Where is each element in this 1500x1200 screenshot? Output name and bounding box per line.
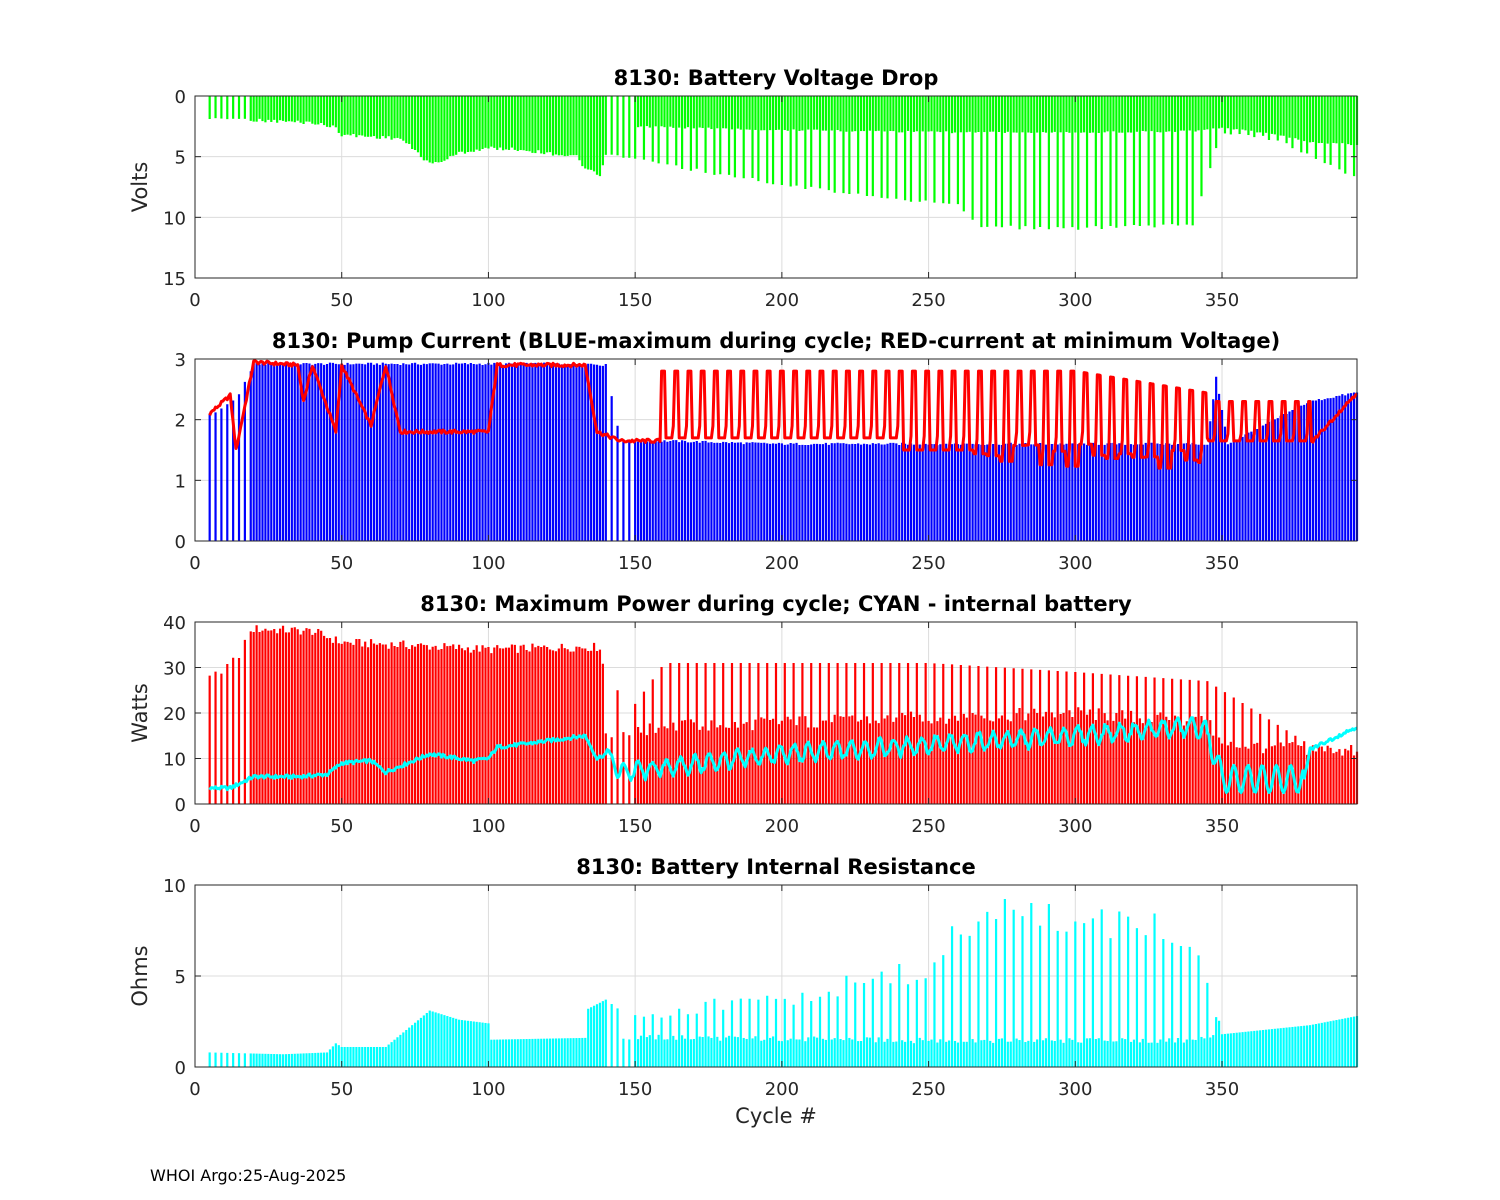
x-tick-label: 250 xyxy=(911,553,945,574)
x-tick-label: 50 xyxy=(330,816,353,837)
x-tick-label: 350 xyxy=(1205,290,1239,311)
y-tick-label: 10 xyxy=(163,208,186,229)
x-tick-label: 200 xyxy=(765,553,799,574)
x-tick-label: 250 xyxy=(911,1079,945,1100)
x-tick-label: 300 xyxy=(1058,1079,1092,1100)
x-tick-label: 350 xyxy=(1205,1079,1239,1100)
x-tick-label: 0 xyxy=(189,1079,200,1100)
y-tick-label: 5 xyxy=(175,148,186,169)
internal-battery-line xyxy=(208,716,1358,795)
x-tick-label: 50 xyxy=(330,290,353,311)
x-tick-label: 50 xyxy=(330,553,353,574)
y-axis-label: Volts xyxy=(128,162,152,213)
internal-resistance-panel: 8130: Battery Internal Resistance Ohms C… xyxy=(128,855,1359,1128)
y-tick-label: 0 xyxy=(175,1058,186,1079)
x-tick-label: 0 xyxy=(189,553,200,574)
x-tick-label: 0 xyxy=(189,290,200,311)
chart-title: 8130: Battery Voltage Drop xyxy=(614,66,939,90)
pump-current-panel: 8130: Pump Current (BLUE-maximum during … xyxy=(175,329,1359,574)
y-tick-label: 3 xyxy=(175,350,186,371)
x-tick-label: 200 xyxy=(765,1079,799,1100)
plot-frame xyxy=(194,95,1358,279)
y-tick-label: 10 xyxy=(163,750,186,771)
current-at-min-voltage-line xyxy=(208,359,1359,470)
y-axis-label: Ohms xyxy=(128,945,152,1006)
y-tick-label: 2 xyxy=(175,411,186,432)
y-tick-label: 10 xyxy=(163,876,186,897)
y-tick-label: 20 xyxy=(163,704,186,725)
x-tick-label: 150 xyxy=(618,553,652,574)
x-tick-label: 300 xyxy=(1058,290,1092,311)
y-tick-label: 0 xyxy=(175,87,186,108)
voltage-drop-panel: 8130: Battery Voltage Drop Volts 0 50 100 1… xyxy=(128,66,1359,311)
x-tick-label: 200 xyxy=(765,290,799,311)
x-tick-label: 200 xyxy=(765,816,799,837)
x-tick-label: 250 xyxy=(911,816,945,837)
x-tick-label: 150 xyxy=(618,816,652,837)
y-tick-label: 0 xyxy=(175,795,186,816)
y-tick-label: 0 xyxy=(175,532,186,553)
y-tick-label: 5 xyxy=(175,967,186,988)
x-axis-label: Cycle # xyxy=(735,1104,817,1128)
x-tick-label: 300 xyxy=(1058,553,1092,574)
chart-title: 8130: Pump Current (BLUE-maximum during … xyxy=(272,329,1280,353)
y-tick-label: 40 xyxy=(163,613,186,634)
x-tick-label: 100 xyxy=(471,290,505,311)
max-power-panel: 8130: Maximum Power during cycle; CYAN -… xyxy=(128,592,1359,837)
chart-title: 8130: Maximum Power during cycle; CYAN -… xyxy=(420,592,1132,616)
plot-frame xyxy=(194,358,1358,542)
x-tick-label: 350 xyxy=(1205,816,1239,837)
footer-credit: WHOI Argo:25-Aug-2025 xyxy=(150,1166,347,1185)
chart-title: 8130: Battery Internal Resistance xyxy=(576,855,976,879)
x-tick-label: 250 xyxy=(911,290,945,311)
x-tick-label: 350 xyxy=(1205,553,1239,574)
x-tick-label: 100 xyxy=(471,553,505,574)
y-tick-label: 30 xyxy=(163,659,186,680)
x-tick-label: 50 xyxy=(330,1079,353,1100)
x-tick-label: 0 xyxy=(189,816,200,837)
x-tick-label: 150 xyxy=(618,290,652,311)
y-tick-label: 15 xyxy=(163,269,186,290)
x-tick-label: 300 xyxy=(1058,816,1092,837)
y-tick-label: 1 xyxy=(175,471,186,492)
y-axis-label: Watts xyxy=(128,683,152,743)
x-tick-label: 150 xyxy=(618,1079,652,1100)
x-tick-label: 100 xyxy=(471,1079,505,1100)
x-tick-label: 100 xyxy=(471,816,505,837)
